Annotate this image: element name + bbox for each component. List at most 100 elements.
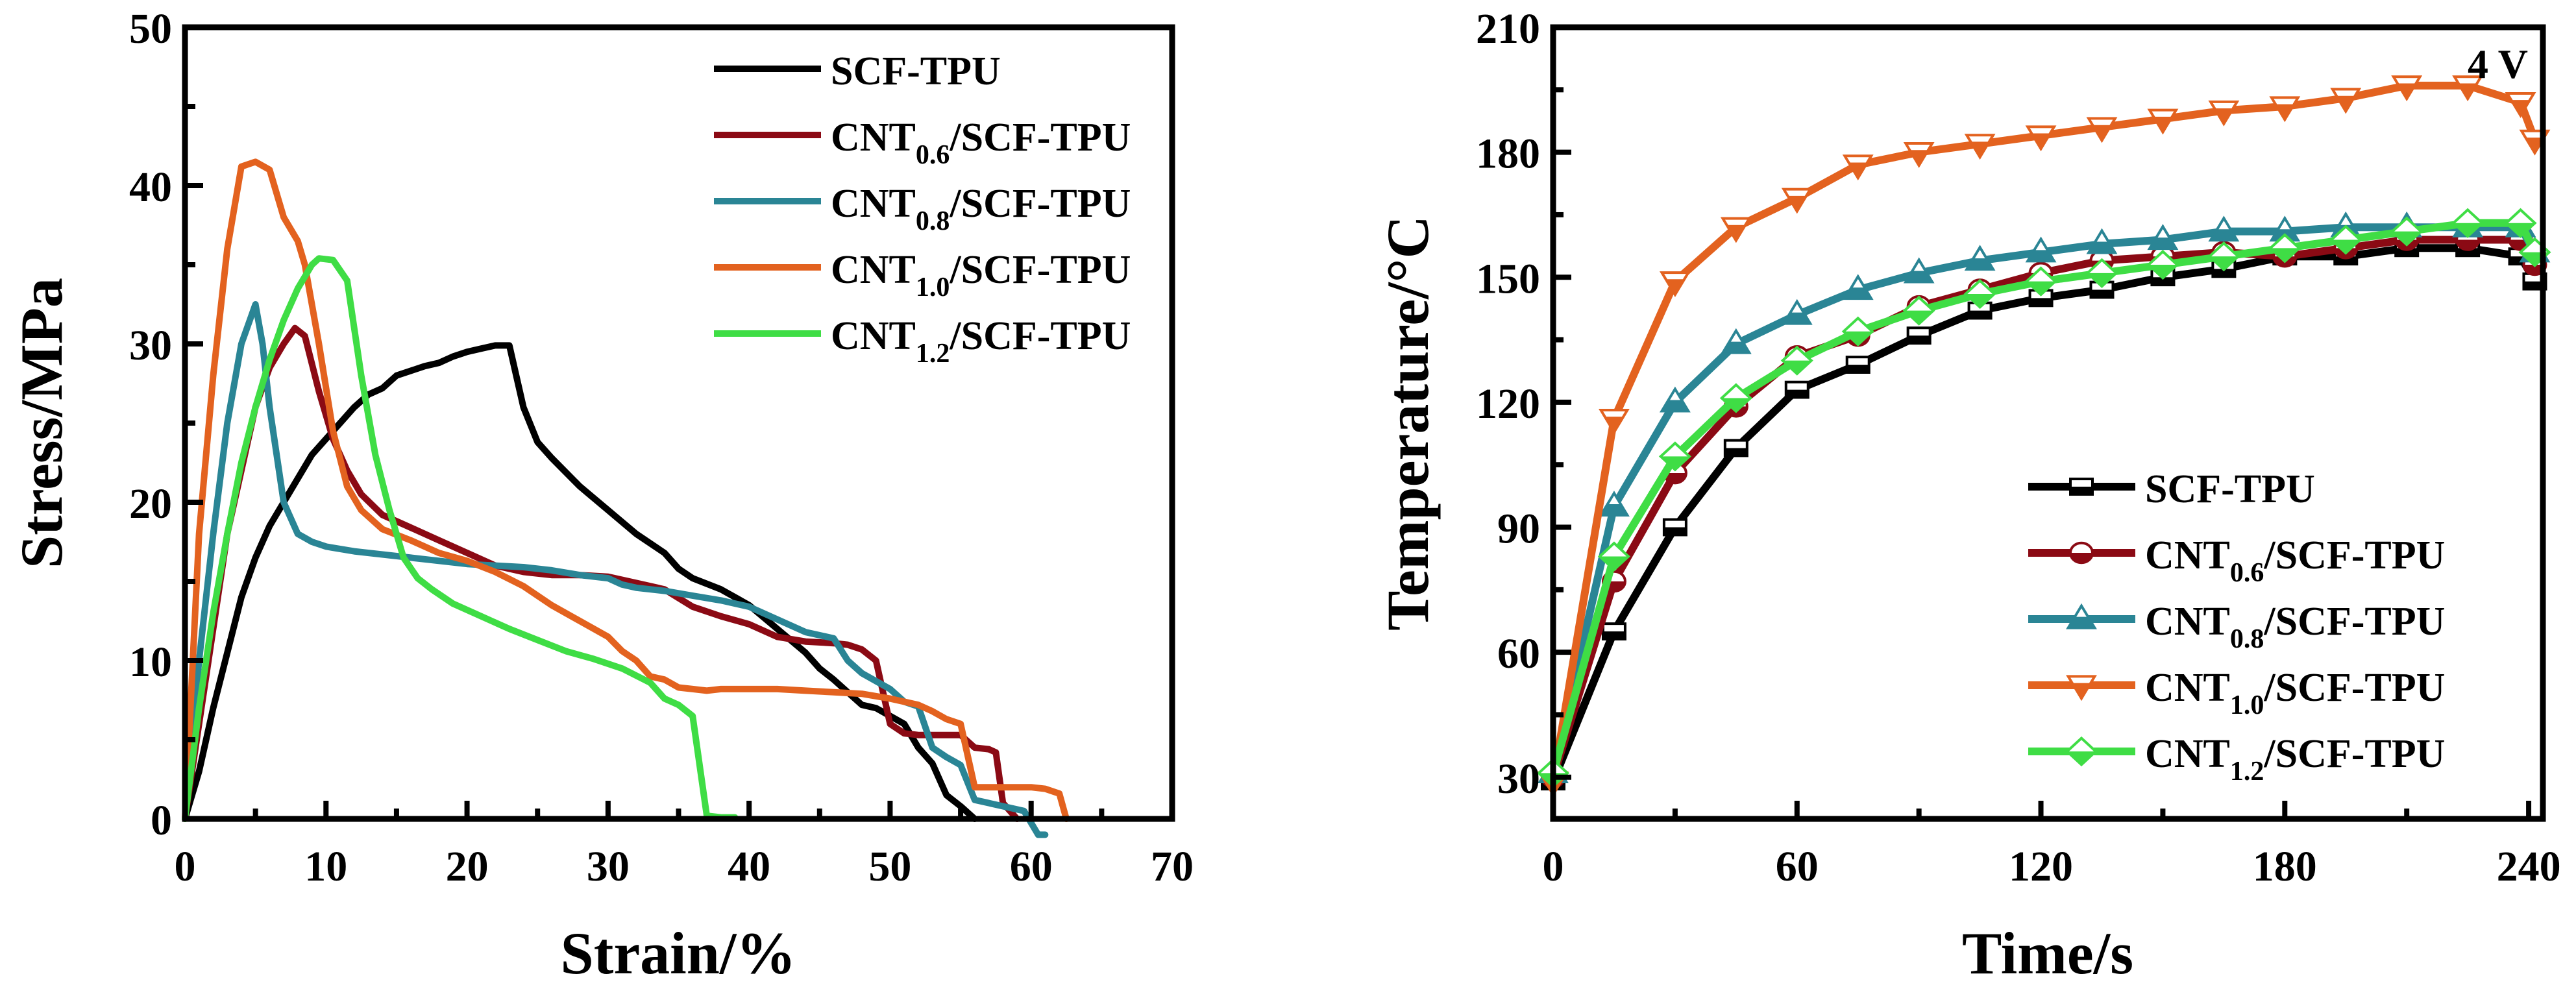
data-point-marker xyxy=(2505,91,2536,118)
y-tick-label: 150 xyxy=(1476,255,1540,302)
stress-strain-series-lines xyxy=(182,158,1070,838)
data-point-marker xyxy=(1784,380,1809,399)
x-tick-label: 20 xyxy=(446,843,489,890)
series-line-cnt1-2-scf-tpu xyxy=(182,255,739,822)
data-point-marker xyxy=(2147,108,2179,135)
data-point-marker xyxy=(2208,100,2240,127)
y-tick-label: 180 xyxy=(1476,130,1540,178)
data-point-marker xyxy=(2086,117,2118,143)
legend-item: CNT0.6/SCF-TPU xyxy=(714,116,1131,170)
data-point-marker xyxy=(1902,295,1935,326)
data-point-marker xyxy=(1720,328,1752,354)
data-point-marker xyxy=(2329,225,2362,255)
legend-item: CNT0.6/SCF-TPU xyxy=(2028,533,2445,588)
data-point-marker xyxy=(1720,217,1752,243)
plot-frame xyxy=(1550,24,2546,822)
x-tick-label: 120 xyxy=(2009,843,2073,890)
x-axis-title: Strain/% xyxy=(561,920,796,986)
axis-ticks: 0 60 120 180 240 30 60 90 120 150 180 210 xyxy=(1476,5,2561,890)
data-point-marker xyxy=(1658,441,1691,472)
y-tick-label: 90 xyxy=(1497,505,1540,553)
legend-item: SCF-TPU xyxy=(2028,467,2315,511)
data-point-marker xyxy=(1781,188,1813,214)
legend-label: SCF-TPU xyxy=(831,49,1001,93)
legend-marker xyxy=(2065,736,2098,767)
stress-strain-chart: 0 10 20 30 40 50 60 70 0 10 20 30 40 50 SCF-TPU CNT0.6… xyxy=(8,5,1194,986)
data-point-marker xyxy=(2146,249,2179,280)
data-point-marker xyxy=(2024,266,2057,297)
x-tick-label: 60 xyxy=(1010,843,1053,890)
legend-label: CNT1.2/SCF-TPU xyxy=(2145,732,2445,786)
legend-item: CNT1.2/SCF-TPU xyxy=(2028,732,2445,786)
data-point-marker xyxy=(1723,439,1748,457)
y-tick-label: 40 xyxy=(129,164,172,211)
legend-label: CNT0.6/SCF-TPU xyxy=(2145,533,2445,588)
data-point-marker xyxy=(1659,386,1691,413)
data-point-marker xyxy=(1662,518,1687,537)
x-tick-label: 0 xyxy=(1543,843,1564,890)
y-tick-label: 60 xyxy=(1497,630,1540,677)
legend-item: CNT0.8/SCF-TPU xyxy=(714,182,1131,236)
series-line-cnt0-6-scf-tpu xyxy=(182,324,1020,822)
x-tick-label: 50 xyxy=(868,843,911,890)
legend: SCF-TPU CNT0.6/SCF-TPU CNT0.8/SCF-TPU CNT1.… xyxy=(2028,467,2445,786)
data-point-marker xyxy=(1659,271,1691,297)
data-point-marker xyxy=(1781,298,1813,325)
x-tick-label: 180 xyxy=(2253,843,2317,890)
legend-item: CNT0.8/SCF-TPU xyxy=(2028,600,2445,654)
axis-ticks: 0 10 20 30 40 50 60 70 0 10 20 30 40 50 xyxy=(129,5,1194,890)
series-line-cnt1-0-scf-tpu xyxy=(182,158,1070,822)
data-point-marker xyxy=(1842,274,1874,300)
legend-item: SCF-TPU xyxy=(714,49,1001,93)
data-point-marker xyxy=(2086,228,2118,254)
legend-label: SCF-TPU xyxy=(2145,467,2315,511)
legend-label: CNT0.6/SCF-TPU xyxy=(831,116,1131,170)
data-point-marker xyxy=(2451,208,2484,238)
x-tick-label: 0 xyxy=(175,843,196,890)
data-point-marker xyxy=(1964,134,1996,160)
series-line-scf-tpu xyxy=(182,342,978,822)
data-point-marker xyxy=(2390,216,2423,247)
data-point-marker xyxy=(2391,75,2423,102)
y-tick-label: 10 xyxy=(129,639,172,686)
data-point-marker xyxy=(2025,125,2057,152)
y-tick-label: 30 xyxy=(129,322,172,369)
data-point-marker xyxy=(1719,383,1752,413)
legend-item: CNT1.0/SCF-TPU xyxy=(714,248,1131,302)
data-point-marker xyxy=(1963,278,1996,310)
data-point-marker xyxy=(2452,75,2484,102)
temperature-series-lines xyxy=(1536,75,2551,797)
x-tick-label: 240 xyxy=(2497,843,2561,890)
y-tick-label: 210 xyxy=(1476,5,1540,53)
data-point-marker xyxy=(1903,257,1935,284)
x-tick-label: 40 xyxy=(728,843,770,890)
data-point-marker xyxy=(2330,88,2362,114)
data-point-marker xyxy=(2207,241,2240,272)
data-point-marker xyxy=(1780,345,1813,376)
legend-marker xyxy=(2069,541,2094,565)
temperature-time-chart: 0 60 120 180 240 30 60 90 120 150 180 210 SCF-TPU CN… xyxy=(1375,5,2561,986)
data-point-marker xyxy=(2504,208,2537,238)
legend-marker xyxy=(2066,675,2097,701)
data-point-marker xyxy=(1597,541,1630,572)
x-tick-label: 10 xyxy=(304,843,347,890)
series-line-cnt0-8-scf-tpu xyxy=(182,301,1049,838)
data-point-marker xyxy=(2025,236,2057,263)
x-tick-label: 60 xyxy=(1776,843,1819,890)
data-point-marker xyxy=(2268,233,2301,263)
legend-label: CNT0.8/SCF-TPU xyxy=(831,182,1131,236)
legend-label: CNT1.2/SCF-TPU xyxy=(831,314,1131,369)
data-point-marker xyxy=(1599,408,1630,435)
legend-item: CNT1.2/SCF-TPU xyxy=(714,314,1131,369)
data-point-marker xyxy=(2269,96,2301,123)
x-tick-label: 70 xyxy=(1151,843,1194,890)
legend-item: CNT1.0/SCF-TPU xyxy=(2028,666,2445,720)
y-tick-label: 120 xyxy=(1476,380,1540,428)
y-tick-label: 0 xyxy=(151,797,172,844)
data-point-marker xyxy=(1841,316,1874,347)
data-point-marker xyxy=(2208,215,2240,242)
x-axis-title: Time/s xyxy=(1962,920,2133,986)
y-axis-title: Stress/MPa xyxy=(8,278,75,568)
y-tick-label: 30 xyxy=(1497,755,1540,803)
